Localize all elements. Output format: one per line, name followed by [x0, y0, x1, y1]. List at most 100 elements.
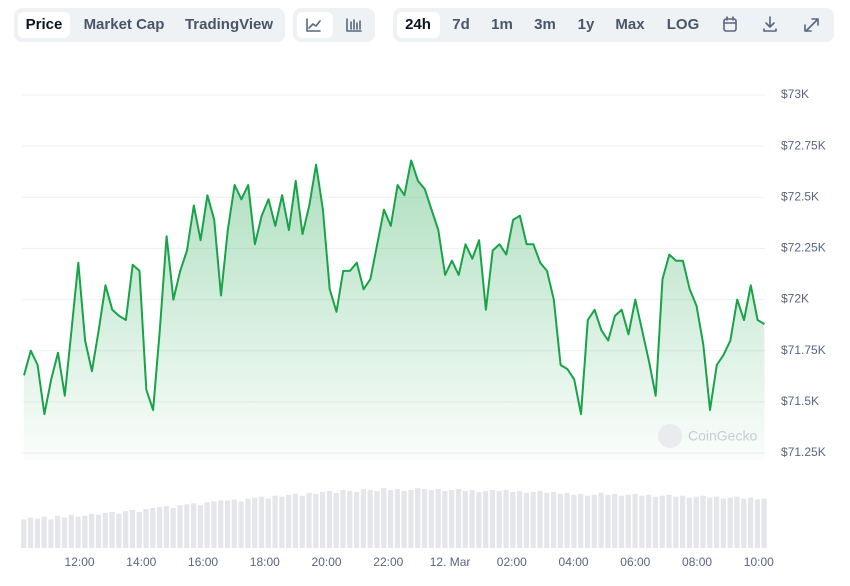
volume-bar	[238, 501, 244, 548]
volume-bar	[673, 496, 679, 548]
view-tab[interactable]: Market Cap	[84, 16, 165, 33]
volume-bar	[82, 515, 88, 548]
volume-bar	[387, 490, 394, 548]
volume-bar	[455, 489, 462, 548]
x-tick-label: 12. Mar	[430, 555, 471, 569]
volume-bar	[523, 492, 530, 548]
volume-bar	[258, 496, 265, 548]
range-tab[interactable]: 3m	[534, 16, 556, 33]
volume-bar	[428, 490, 434, 548]
range-group	[393, 8, 834, 42]
volume-bar	[442, 491, 448, 548]
volume-bar	[632, 493, 638, 548]
volume-bar	[713, 496, 720, 548]
fullscreen-icon[interactable]	[804, 18, 819, 32]
range-tab[interactable]: 1y	[578, 16, 595, 33]
volume-bar	[55, 515, 61, 548]
volume-bar	[612, 493, 618, 548]
range-tab[interactable]: 24h	[405, 16, 431, 33]
y-tick-label: $71.5K	[781, 394, 819, 408]
volume-bar	[279, 496, 285, 548]
volume-bar	[116, 513, 122, 548]
volume-bar	[578, 493, 584, 548]
price-area	[24, 160, 765, 460]
x-tick-label: 08:00	[682, 555, 712, 569]
volume-bar	[408, 490, 414, 548]
volume-bar	[489, 490, 496, 548]
volume-bar	[292, 493, 299, 548]
volume-bar	[754, 499, 760, 548]
volume-bar	[374, 491, 380, 548]
volume-bar	[462, 491, 468, 548]
volume-bar	[483, 491, 489, 548]
view-tab[interactable]: Price	[26, 16, 63, 33]
volume-bar	[469, 490, 475, 548]
range-tab[interactable]: 1m	[491, 16, 513, 33]
volume-bar	[544, 492, 550, 548]
volume-bar	[333, 492, 339, 548]
volume-bar	[313, 493, 319, 548]
view-tab[interactable]: TradingView	[185, 16, 273, 33]
volume-bar	[224, 500, 231, 548]
volume-bar	[353, 491, 360, 548]
volume-bar	[34, 518, 40, 548]
x-tick-label: 02:00	[497, 555, 527, 569]
volume-bar	[150, 508, 156, 548]
volume-bar	[89, 513, 95, 548]
volume-bar	[747, 497, 754, 548]
volume-bar	[646, 494, 652, 548]
volume-bar	[591, 494, 597, 548]
volume-bar	[136, 511, 142, 548]
volume-bar	[265, 498, 271, 548]
volume-bar	[143, 509, 149, 548]
volume-bar	[272, 495, 278, 548]
download-icon[interactable]	[763, 16, 777, 32]
log-toggle[interactable]: LOG	[667, 16, 700, 33]
volume-bar	[61, 517, 68, 548]
candle-chart-icon[interactable]	[346, 18, 362, 32]
watermark-logo	[658, 424, 682, 448]
volume-bar	[299, 495, 305, 548]
volume-bar	[197, 505, 203, 548]
volume-bar	[320, 491, 326, 548]
range-tab[interactable]: 7d	[452, 16, 470, 33]
volume-bar	[245, 498, 251, 548]
x-tick-label: 20:00	[312, 555, 342, 569]
x-tick-label: 22:00	[373, 555, 403, 569]
volume-bar	[625, 494, 631, 548]
volume-bar	[761, 498, 767, 548]
volume-bar	[306, 492, 312, 548]
volume-bar	[381, 488, 387, 548]
volume-bar	[211, 501, 217, 548]
volume-bar	[598, 492, 604, 548]
y-tick-label: $71.25K	[781, 445, 826, 459]
x-tick-label: 06:00	[620, 555, 650, 569]
volume-bar	[347, 491, 353, 548]
watermark: CoinGecko	[688, 428, 757, 444]
volume-bar	[503, 490, 509, 548]
volume-bar	[75, 516, 81, 548]
volume-bar	[720, 498, 726, 548]
volume-bar	[68, 514, 74, 548]
price-line	[23, 159, 765, 416]
volume-bar	[41, 516, 47, 548]
volume-bar	[666, 494, 672, 548]
x-tick-label: 18:00	[250, 555, 280, 569]
volume-bar	[394, 489, 400, 548]
range-tab[interactable]: Max	[615, 16, 645, 33]
x-tick-label: 10:00	[744, 555, 774, 569]
line-chart-icon[interactable]	[306, 18, 321, 32]
volume-bar	[449, 490, 455, 548]
volume-bar	[109, 511, 115, 548]
y-tick-label: $72.5K	[781, 189, 819, 203]
volume-bar	[550, 491, 557, 548]
volume-bar	[170, 508, 176, 548]
volume-bar	[680, 495, 686, 548]
volume-bar	[156, 507, 163, 548]
volume-bar	[27, 517, 34, 548]
volume-bar	[700, 495, 706, 548]
volume-bar	[286, 494, 292, 548]
volume-bar	[659, 495, 665, 548]
calendar-icon[interactable]	[723, 16, 737, 32]
